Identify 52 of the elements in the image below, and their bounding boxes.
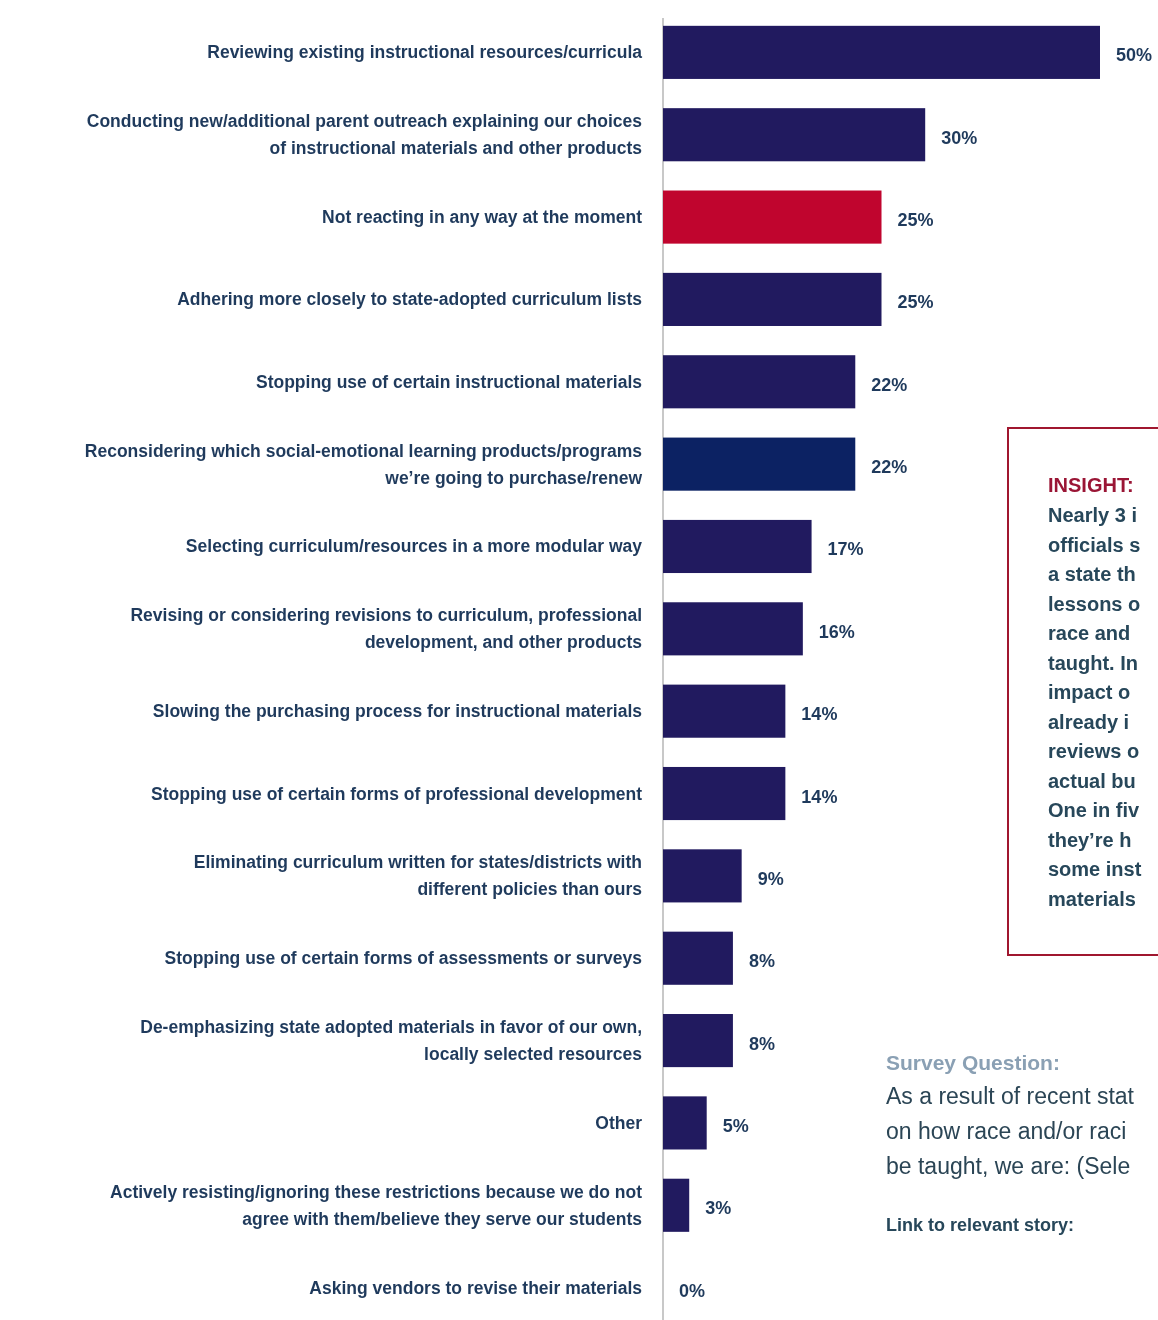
y-tick-label: Stopping use of certain instructional materials	[255, 371, 643, 392]
bar	[663, 602, 803, 656]
y-tick-label: Not reacting in any way at the moment	[322, 207, 643, 228]
y-tick-label: Slowing the purchasing process for instructional materials	[152, 701, 643, 722]
y-tick-label: Reviewing existing instructional resources/curricula	[207, 42, 643, 63]
data-label: 17%	[827, 539, 864, 560]
data-label: 22%	[871, 374, 908, 395]
bar	[663, 931, 733, 985]
y-tick-label: Selecting curriculum/resources in a more modular way	[185, 536, 643, 557]
data-label: 0%	[679, 1280, 706, 1301]
annotation: INSIGHT:	[1048, 474, 1134, 496]
bar	[663, 849, 742, 903]
data-label: 14%	[801, 704, 838, 725]
y-tick-label: Eliminating curriculum written for states/districts with different policies than ours	[193, 852, 643, 900]
bar	[663, 25, 1100, 79]
text: Nearly 3 i officials s a state th lessons o race and taught. In impact o already i reviews o actual bu One in fiv they’re h some inst materials	[1048, 504, 1142, 910]
annotation: Survey Question:	[886, 1051, 1060, 1074]
data-label: 3%	[705, 1198, 732, 1219]
bar	[663, 437, 856, 491]
bar	[663, 1014, 733, 1068]
data-label: 9%	[757, 868, 784, 889]
data-label: 14%	[801, 786, 838, 807]
bar	[663, 766, 786, 821]
data-label: 16%	[818, 621, 855, 642]
data-label: 8%	[748, 951, 775, 972]
annotation: Link to relevant story:	[886, 1215, 1075, 1235]
bar	[663, 684, 786, 738]
bar	[663, 1178, 690, 1232]
bar	[663, 108, 926, 162]
y-tick-label: Other	[595, 1112, 643, 1133]
bar	[663, 272, 882, 326]
y-tick-label: Asking vendors to revise their materials	[309, 1277, 643, 1298]
bar	[663, 1096, 707, 1150]
data-label: 30%	[941, 127, 978, 148]
data-label: 5%	[722, 1115, 749, 1136]
y-tick-label: Adhering more closely to state-adopted curriculum lists	[177, 289, 643, 310]
data-label: 25%	[897, 210, 934, 231]
y-tick-label: Stopping use of certain forms of assessments or surveys	[164, 948, 643, 969]
y-tick-label: Actively resisting/ignoring these restrictions because we do not agree with them/believe they serve our students	[110, 1181, 643, 1229]
data-label: 8%	[748, 1033, 775, 1054]
y-tick-label: De-emphasizing state adopted materials in favor of our own, locally selected resources	[140, 1017, 643, 1065]
y-tick-label: Revising or considering revisions to curriculum, professional development, and other products	[130, 605, 643, 653]
y-tick-label: Stopping use of certain forms of professional development	[150, 783, 643, 804]
y-tick-label: Reconsidering which social-emotional learning products/programs we’re going to purchase/renew	[84, 440, 643, 488]
data-label: 50%	[1116, 45, 1153, 66]
bar	[663, 519, 812, 574]
y-tick-label: Conducting new/additional parent outreach explaining our choices of instructional materials and other products	[86, 111, 643, 159]
data-label: 22%	[871, 457, 908, 478]
bar	[663, 355, 856, 409]
data-label: 25%	[897, 292, 934, 313]
annotation: As a result of recent stat on how race and/or raci be taught, we are: (Sele	[886, 1083, 1135, 1179]
bar	[663, 190, 882, 244]
